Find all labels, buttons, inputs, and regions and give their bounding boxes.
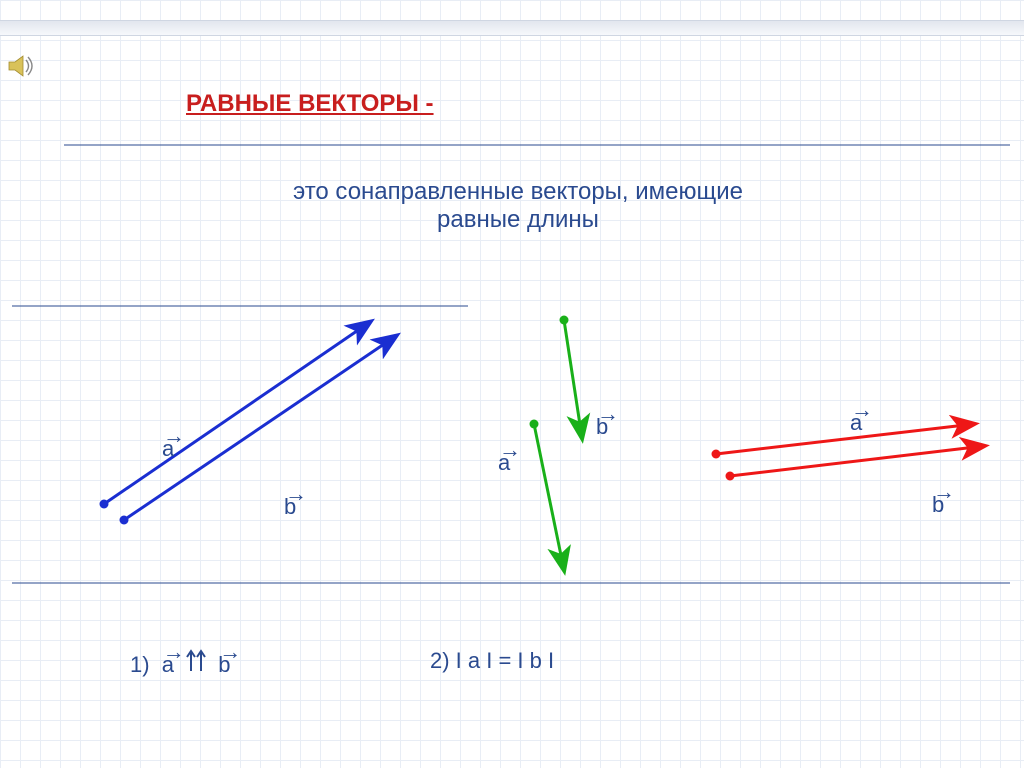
vector-pair-blue <box>100 322 397 525</box>
subtitle-line2: равные длины <box>198 206 838 234</box>
double-up-arrow-icon <box>184 649 208 679</box>
slide-title: РАВНЫЕ ВЕКТОРЫ - <box>186 90 434 118</box>
slide-subtitle: это сонаправленные векторы, имеющие равн… <box>198 178 838 234</box>
vector-label-blue-a: → а <box>162 436 174 462</box>
over-arrow-icon: → <box>285 481 307 507</box>
over-arrow-icon: → <box>163 423 185 449</box>
over-arrow-icon: → <box>219 639 241 665</box>
vector-label-green-a: → а <box>498 450 510 476</box>
vector-pair-red <box>712 424 985 481</box>
over-arrow-icon: → <box>933 479 955 505</box>
over-arrow-icon: → <box>597 401 619 427</box>
vector-pair-green <box>530 316 583 571</box>
subtitle-line1: это сонаправленные векторы, имеющие <box>198 178 838 206</box>
formula-two: 2) І а І = І b І <box>430 648 554 674</box>
vector-label-red-a: → а <box>850 410 862 436</box>
vector-label-blue-b: → b <box>284 494 296 520</box>
vector-label-red-b: → b <box>932 492 944 518</box>
vector-label-green-b: → b <box>596 414 608 440</box>
formula-prefix: 1) <box>130 652 150 677</box>
over-arrow-icon: → <box>499 437 521 463</box>
over-arrow-icon: → <box>163 639 185 665</box>
over-arrow-icon: → <box>851 397 873 423</box>
formula-one: 1) → a → b <box>130 648 230 678</box>
